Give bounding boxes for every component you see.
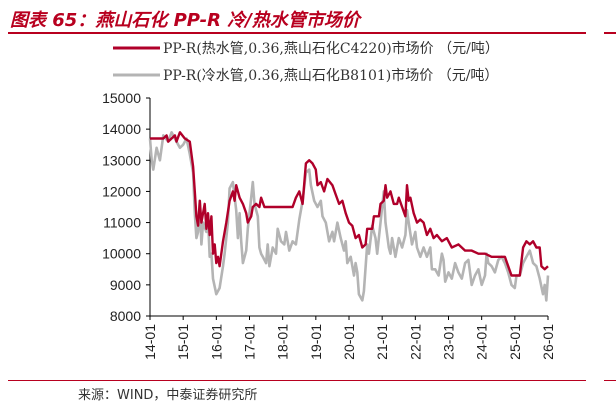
y-tick-label: 12000 [102,183,141,199]
x-tick-label: 22-01 [407,324,423,360]
y-tick-label: 15000 [102,90,141,106]
x-tick-label: 15-01 [175,324,191,360]
source-divider [8,380,586,381]
x-tick-label: 21-01 [374,324,390,360]
x-tick-label: 17-01 [242,324,258,360]
x-tick-label: 18-01 [275,324,291,360]
right-divider-bottom [604,380,616,381]
x-tick-label: 25-01 [507,324,523,360]
x-tick-label: 20-01 [341,324,357,360]
y-tick-label: 8000 [110,308,141,324]
series-line-2 [148,131,550,302]
y-tick-label: 9000 [110,277,141,293]
legend-label-1: PP-R(热水管,0.36,燕山石化C4220)市场价 （元/吨） [163,40,499,57]
y-tick-label: 13000 [102,152,141,168]
x-tick-label: 23-01 [441,324,457,360]
series-line-1 [150,131,549,277]
x-tick-label: 24-01 [474,324,490,360]
y-tick-label: 11000 [103,215,141,231]
title-bar: 图表 65：燕山石化 PP-R 冷/热水管市场价 [8,4,586,34]
x-tick-label: 14-01 [142,324,158,360]
right-divider [604,32,616,34]
source-note: 来源：WIND，中泰证券研究所 [78,388,258,403]
x-tick-label: 26-01 [540,324,556,360]
y-tick-label: 14000 [102,121,141,137]
x-tick-label: 19-01 [308,324,324,360]
page-title: 图表 65：燕山石化 PP-R 冷/热水管市场价 [10,10,360,31]
y-tick-label: 10000 [102,246,141,262]
x-tick-label: 16-01 [208,324,224,360]
legend-label-2: PP-R(冷水管,0.36,燕山石化B8101)市场价 （元/吨） [163,67,498,84]
